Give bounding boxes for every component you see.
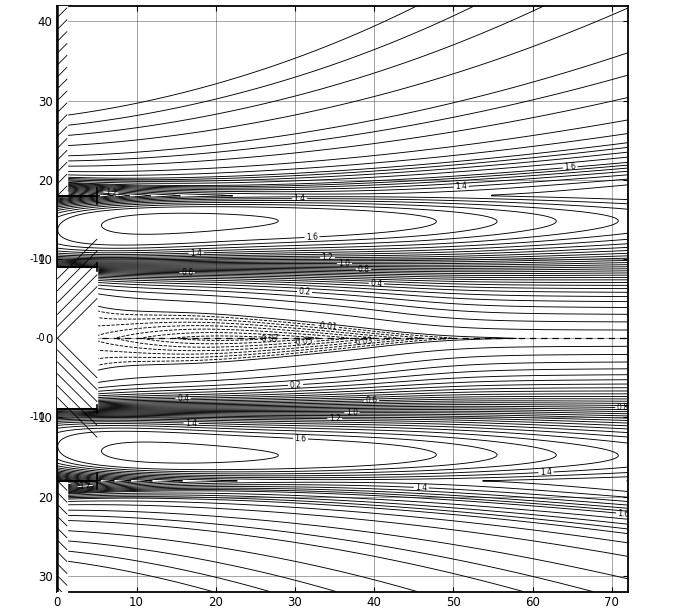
Text: 0.2: 0.2 — [299, 287, 311, 297]
Text: -0.01: -0.01 — [317, 321, 338, 331]
Text: 0.4: 0.4 — [370, 279, 382, 288]
Text: 1.2: 1.2 — [329, 414, 340, 423]
Text: 0.2: 0.2 — [289, 380, 302, 390]
Text: 0.8: 0.8 — [358, 264, 369, 274]
Text: -10: -10 — [29, 254, 45, 264]
Text: 1.4: 1.4 — [190, 248, 202, 258]
Text: 1.4: 1.4 — [185, 419, 197, 428]
Text: 1.2: 1.2 — [105, 188, 117, 197]
Text: 1.6: 1.6 — [564, 162, 577, 172]
Text: 1.0: 1.0 — [55, 187, 68, 197]
Text: 1.0: 1.0 — [338, 259, 351, 268]
Text: 0.6: 0.6 — [181, 268, 193, 277]
Text: 1.4: 1.4 — [415, 483, 427, 493]
Text: -0.03: -0.03 — [353, 336, 373, 347]
Text: 0.6: 0.6 — [365, 396, 377, 405]
Text: 1.6: 1.6 — [617, 509, 630, 518]
Text: 1.0: 1.0 — [346, 408, 358, 417]
Text: -10: -10 — [29, 413, 45, 423]
Text: 1.4: 1.4 — [540, 467, 552, 477]
Text: 1.0: 1.0 — [57, 479, 70, 490]
Text: 1.4: 1.4 — [455, 182, 467, 191]
Text: 1.4: 1.4 — [294, 194, 306, 203]
Text: 1.6: 1.6 — [295, 434, 307, 443]
Text: -0.07: -0.07 — [260, 334, 279, 344]
Text: 0.4: 0.4 — [177, 394, 189, 403]
Text: -0: -0 — [36, 333, 45, 343]
Text: 1.6: 1.6 — [306, 232, 318, 242]
Text: 0.8: 0.8 — [616, 403, 629, 412]
Text: -0.05: -0.05 — [292, 337, 313, 347]
Text: 1.2: 1.2 — [321, 253, 334, 262]
Text: 1.2: 1.2 — [79, 481, 91, 491]
